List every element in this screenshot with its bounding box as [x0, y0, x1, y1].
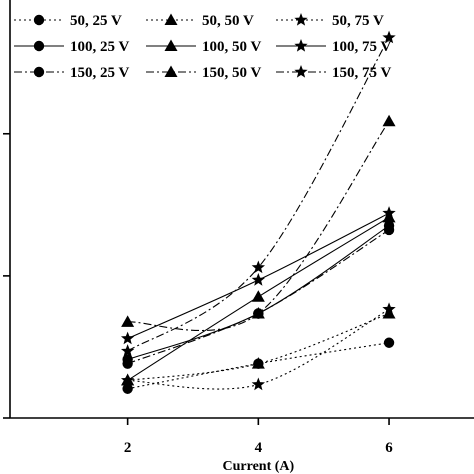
legend-marker — [33, 66, 45, 78]
data-point — [251, 377, 265, 391]
legend-label: 50, 50 V — [202, 13, 254, 29]
legend-item: 150, 25 V — [14, 65, 129, 81]
data-point — [120, 344, 135, 357]
data-point — [121, 373, 135, 386]
series-8 — [121, 114, 396, 332]
legend-marker — [164, 39, 178, 51]
legend-item: 150, 75 V — [276, 65, 391, 81]
x-axis-label: Current (A) — [223, 459, 295, 474]
legend-item: 100, 75 V — [276, 39, 391, 55]
legend-label: 50, 75 V — [332, 13, 384, 29]
series-line — [127, 37, 390, 352]
legend-label: 150, 50 V — [202, 65, 261, 81]
legend-label: 100, 75 V — [332, 39, 391, 55]
data-point — [251, 273, 265, 286]
data-point — [383, 224, 395, 236]
legend-item: 100, 25 V — [14, 39, 129, 55]
legend-label: 150, 75 V — [332, 65, 391, 81]
series-6 — [120, 206, 396, 345]
x-tick-label: 4 — [255, 440, 263, 456]
plot-lines — [120, 30, 396, 394]
data-point — [383, 337, 395, 348]
legend-item: 100, 50 V — [146, 39, 261, 55]
series-2 — [121, 307, 396, 386]
data-point — [121, 315, 135, 327]
legend: 50, 25 V 50, 50 V 50, 75 V 100, 25 V 100, 50… — [14, 13, 391, 81]
series-line — [127, 342, 390, 390]
axes: 2 4 6 Current (A) — [3, 0, 474, 474]
legend-marker — [294, 39, 308, 52]
data-point — [251, 290, 265, 302]
legend-item: 50, 50 V — [146, 13, 254, 29]
series-9 — [120, 30, 396, 357]
legend-label: 100, 25 V — [70, 39, 129, 55]
data-point — [251, 307, 265, 319]
data-point — [122, 358, 133, 369]
legend-label: 100, 50 V — [202, 39, 261, 55]
legend-marker — [294, 65, 308, 78]
legend-marker — [294, 13, 308, 26]
data-point — [382, 30, 396, 44]
data-point — [382, 302, 396, 315]
x-tick-label: 2 — [124, 440, 132, 456]
legend-marker — [33, 40, 45, 52]
data-point — [382, 206, 396, 219]
legend-label: 50, 25 V — [70, 13, 122, 29]
data-point — [120, 331, 135, 345]
data-point — [251, 357, 265, 369]
data-point — [122, 383, 133, 394]
series-5 — [121, 210, 396, 386]
legend-item: 150, 50 V — [146, 65, 261, 81]
series-line — [127, 120, 390, 332]
legend-marker — [164, 13, 178, 25]
legend-marker — [33, 14, 45, 26]
data-point — [382, 114, 396, 127]
legend-marker — [164, 65, 178, 77]
legend-item: 50, 25 V — [14, 13, 122, 29]
data-point — [382, 210, 396, 223]
x-tick-label: 6 — [385, 440, 393, 456]
data-point — [382, 307, 396, 319]
data-point — [251, 260, 265, 274]
legend-label: 150, 25 V — [70, 65, 129, 81]
legend-item: 50, 75 V — [276, 13, 384, 29]
